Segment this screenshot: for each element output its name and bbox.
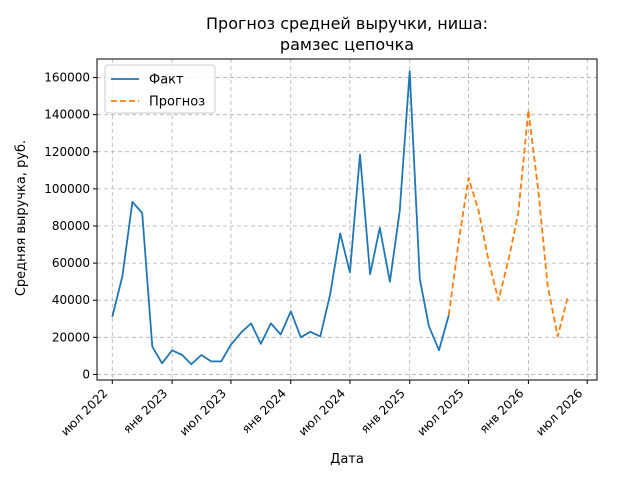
x-tick-label: июл 2026 [533, 386, 585, 438]
x-tick-label: июл 2022 [58, 386, 110, 438]
grid [97, 59, 597, 380]
y-tick-label: 140000 [44, 108, 90, 122]
y-tick-label: 60000 [52, 256, 90, 270]
y-tick-label: 0 [82, 367, 90, 381]
series-line-1 [447, 109, 569, 338]
y-tick-label: 160000 [44, 71, 90, 85]
legend: Факт Прогноз [104, 64, 216, 114]
series-line-0 [111, 70, 450, 366]
y-tick-label: 120000 [44, 145, 90, 159]
plot-frame [96, 58, 598, 381]
chart-title-line1: Прогноз средней выручки, ниша: [206, 14, 488, 33]
x-tick-label: янв 2023 [120, 386, 170, 436]
y-axis-label: Средняя выручка, руб. [14, 140, 29, 296]
y-tick-label: 40000 [52, 293, 90, 307]
y-tick-label: 20000 [52, 330, 90, 344]
legend-label-1: Прогноз [149, 95, 205, 110]
y-tick-label: 80000 [52, 219, 90, 233]
series-lines [111, 70, 569, 366]
x-tick-label: июл 2024 [296, 386, 348, 438]
legend-label-0: Факт [149, 73, 184, 88]
x-axis-label: Дата [330, 452, 364, 467]
x-tick-label: янв 2025 [358, 386, 408, 436]
x-tick-label: янв 2026 [477, 386, 527, 436]
x-tick-label: июл 2023 [177, 386, 229, 438]
x-tick-label: янв 2024 [239, 386, 289, 436]
chart-title-line2: рамзес цепочка [280, 35, 414, 54]
x-tick-label: июл 2025 [414, 386, 466, 438]
y-tick-label: 100000 [44, 182, 90, 196]
